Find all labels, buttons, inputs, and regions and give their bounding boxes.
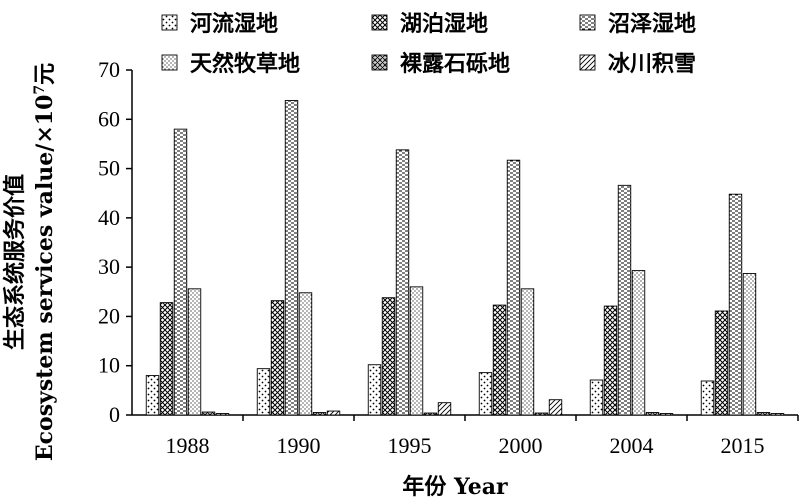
- bar-1990-series-1: [270, 300, 285, 416]
- bar-1995-series-1: [381, 297, 396, 416]
- y-tick-label: 40: [98, 205, 120, 230]
- legend-swatch: [371, 54, 388, 71]
- legend-swatch: [161, 14, 178, 31]
- y-ticks: 0 10 20 30 40 50 60 70: [98, 57, 132, 427]
- bar-2000-series-2: [506, 159, 521, 416]
- y-axis-title-exponent: 7: [32, 85, 48, 95]
- legend-label: 湖泊湿地: [400, 11, 488, 37]
- bar-1988-series-5: [215, 413, 230, 416]
- bar-2004-series-5: [659, 413, 674, 416]
- bar-2015-series-0: [700, 380, 715, 416]
- y-tick-label: 70: [98, 57, 120, 82]
- bar-1990-series-5: [326, 410, 341, 416]
- bar-2004-series-1: [603, 305, 618, 416]
- bar-1995-series-4: [423, 412, 438, 416]
- bar-2015-series-5: [770, 413, 785, 416]
- y-axis-title-en: Ecosystem services value/×107元: [32, 63, 58, 461]
- x-ticks: 1988 1990 1995 2000 2004 2015: [166, 415, 799, 458]
- bar-2000-series-5: [548, 399, 563, 416]
- y-axis-title-en-text: Ecosystem services value/×10: [32, 95, 58, 462]
- y-tick-label: 60: [98, 106, 120, 131]
- legend-label: 裸露石砾地: [400, 51, 510, 77]
- x-tick-label: 2000: [499, 433, 543, 458]
- x-tick-label: 1990: [277, 433, 321, 458]
- bar-1995-series-0: [367, 364, 382, 416]
- legend-swatch: [371, 14, 388, 31]
- bar-2004-series-2: [617, 184, 632, 416]
- bar-2015-series-2: [728, 193, 743, 416]
- bar-1988-series-2: [173, 128, 188, 416]
- y-tick-label: 0: [109, 402, 120, 427]
- y-tick-label: 20: [98, 303, 120, 328]
- bar-2004-series-4: [645, 412, 660, 416]
- bar-1990-series-0: [256, 368, 271, 416]
- bar-2000-series-0: [478, 372, 493, 416]
- legend-swatch: [161, 54, 178, 71]
- legend-label: 天然牧草地: [190, 51, 300, 77]
- y-tick-label: 10: [98, 353, 120, 378]
- bar-1988-series-1: [159, 302, 174, 416]
- bar-2015-series-4: [756, 412, 771, 416]
- bar-1995-series-2: [395, 149, 410, 416]
- legend-label: 河流湿地: [190, 11, 278, 37]
- bar-2015-series-1: [714, 310, 729, 416]
- bar-1990-series-3: [298, 292, 313, 416]
- bar-2000-series-1: [492, 304, 507, 416]
- bar-1990-series-4: [312, 412, 327, 416]
- x-tick-label: 1988: [166, 433, 210, 458]
- bar-2015-series-3: [742, 273, 757, 416]
- y-axis-title: 生态系统服务价值 Ecosystem services value/×107元: [2, 63, 58, 461]
- bar-1988-series-4: [201, 411, 216, 416]
- x-tick-label: 2004: [610, 433, 654, 458]
- y-axis-title-unit: 元: [32, 63, 58, 85]
- bar-2000-series-4: [534, 412, 549, 416]
- bar-1995-series-5: [437, 402, 452, 416]
- y-axis-title-cn: 生态系统服务价值: [2, 174, 28, 350]
- x-tick-label: 1995: [388, 433, 432, 458]
- y-tick-label: 50: [98, 156, 120, 181]
- y-tick-label: 30: [98, 254, 120, 279]
- bars: [145, 100, 785, 416]
- legend-swatch: [579, 14, 596, 31]
- legend-swatch: [579, 54, 596, 71]
- bar-1990-series-2: [284, 100, 299, 416]
- bar-2004-series-0: [589, 379, 604, 416]
- bar-1988-series-3: [187, 288, 202, 416]
- legend-label: 沼泽湿地: [608, 11, 696, 37]
- bar-2000-series-3: [520, 288, 535, 416]
- bar-2004-series-3: [631, 270, 646, 416]
- x-tick-label: 2015: [721, 433, 765, 458]
- legend-label: 冰川积雪: [608, 51, 696, 77]
- bar-1995-series-3: [409, 286, 424, 416]
- bar-1988-series-0: [145, 375, 160, 416]
- x-axis-title: 年份 Year: [402, 474, 508, 500]
